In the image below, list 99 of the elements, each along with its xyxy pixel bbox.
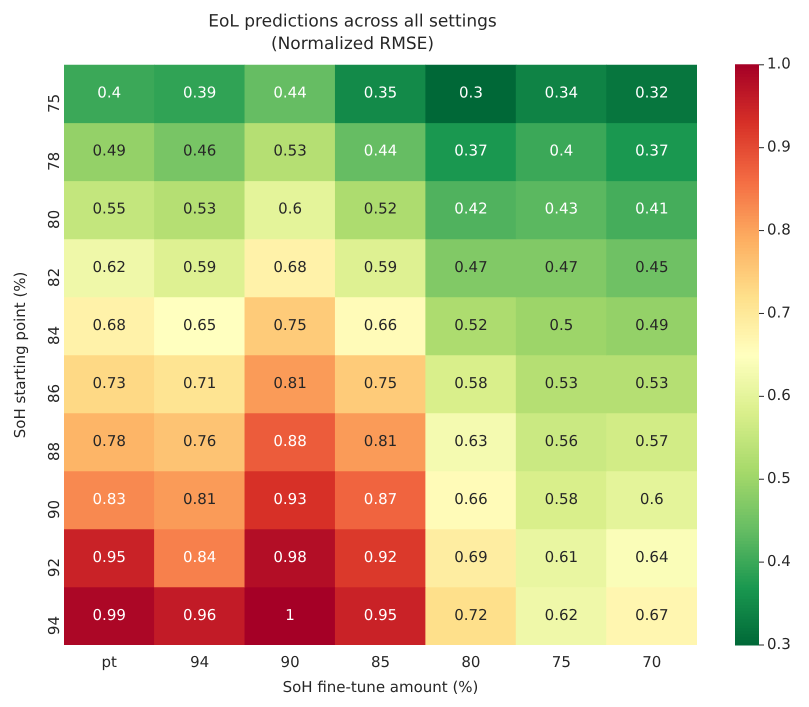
data-label: 0.6 (278, 200, 302, 218)
x-tick-label: 90 (280, 652, 300, 671)
data-label: 0.4 (97, 84, 122, 102)
data-label: 0.65 (182, 316, 216, 334)
data-label: 0.3 (459, 84, 483, 102)
data-label: 0.53 (544, 374, 578, 392)
y-tick-label: 86 (44, 384, 63, 404)
color-bar-label: 1.0 (767, 54, 791, 73)
x-tick-label: 70 (642, 652, 662, 671)
data-label: 0.92 (364, 548, 398, 566)
data-label: 0.95 (92, 548, 126, 566)
data-label: 0.78 (92, 432, 126, 450)
data-label: 0.53 (182, 200, 216, 218)
color-bar-label: 0.7 (767, 303, 791, 322)
x-tick-label: 85 (370, 652, 390, 671)
x-tick-label: 80 (461, 652, 480, 671)
data-label: 0.52 (364, 200, 398, 218)
data-label: 0.68 (92, 316, 126, 334)
color-bar-label: 0.6 (767, 386, 791, 404)
data-label: 0.42 (454, 200, 488, 218)
color-bar-label: 0.5 (767, 469, 791, 488)
data-label: 0.71 (182, 374, 216, 392)
data-label: 0.58 (544, 490, 578, 508)
data-label: 0.66 (364, 316, 398, 334)
data-label: 0.62 (544, 606, 578, 624)
data-label: 0.95 (364, 606, 398, 624)
data-label: 0.34 (544, 84, 578, 102)
data-label: 0.32 (635, 84, 668, 102)
data-label: 0.72 (454, 606, 488, 624)
chart-subtitle: (Normalized RMSE) (270, 34, 434, 54)
data-label: 0.5 (549, 316, 574, 334)
data-label: 0.47 (544, 258, 578, 276)
data-label: 0.41 (635, 200, 668, 218)
x-tick-label: pt (102, 652, 118, 671)
data-label: 0.55 (92, 200, 126, 218)
data-label: 0.53 (273, 142, 307, 160)
data-label: 0.44 (364, 142, 398, 160)
y-tick-label: 94 (44, 616, 63, 636)
y-tick-label: 84 (44, 326, 63, 345)
data-label: 0.6 (640, 490, 664, 508)
data-label: 0.59 (364, 258, 398, 276)
data-label: 0.49 (635, 316, 668, 334)
data-label: 0.59 (182, 258, 216, 276)
data-label: 0.46 (182, 142, 216, 160)
data-label: 0.39 (182, 84, 216, 102)
data-label: 0.67 (635, 606, 668, 624)
y-tick-label: 92 (44, 558, 63, 578)
data-label: 0.47 (454, 258, 488, 276)
y-tick-label: 80 (44, 210, 63, 229)
data-label: 0.76 (182, 432, 216, 450)
data-label: 1 (285, 606, 295, 624)
data-label: 0.35 (364, 84, 398, 102)
data-label: 0.75 (273, 316, 307, 334)
y-tick-label: 88 (44, 442, 63, 462)
data-label: 0.73 (92, 374, 126, 392)
y-tick-label: 78 (44, 152, 63, 171)
data-label: 0.81 (182, 490, 216, 508)
data-label: 0.88 (273, 432, 307, 450)
y-tick-label: 82 (44, 268, 63, 287)
data-label: 0.96 (182, 606, 216, 624)
data-label: 0.81 (273, 374, 307, 392)
x-tick-label: 94 (190, 652, 210, 671)
data-label: 0.57 (635, 432, 668, 450)
data-label: 0.66 (454, 490, 488, 508)
data-label: 0.43 (544, 200, 578, 218)
data-label: 0.84 (182, 548, 216, 566)
chart-title: EoL predictions across all settings (208, 12, 497, 32)
data-label: 0.98 (273, 548, 307, 566)
data-label: 0.49 (92, 142, 126, 160)
data-label: 0.56 (544, 432, 578, 450)
y-tick-label: 75 (44, 94, 63, 113)
data-label: 0.87 (364, 490, 398, 508)
data-label: 0.61 (544, 548, 578, 566)
data-label: 0.69 (454, 548, 488, 566)
x-axis-title: SoH fine-tune amount (%) (282, 678, 478, 696)
data-label: 0.99 (92, 606, 126, 624)
color-bar-label: 0.3 (767, 634, 791, 653)
data-label: 0.62 (92, 258, 126, 276)
y-tick-label: 90 (44, 500, 63, 520)
data-label: 0.68 (273, 258, 307, 276)
data-label: 0.64 (635, 548, 668, 566)
data-label: 0.45 (635, 258, 668, 276)
data-label: 0.93 (273, 490, 307, 508)
data-label: 0.37 (454, 142, 488, 160)
color-bar-label: 0.4 (767, 552, 791, 570)
color-bar-label: 0.9 (767, 138, 791, 156)
data-label: 0.37 (635, 142, 668, 160)
data-label: 0.4 (549, 142, 574, 160)
x-tick-label: 75 (552, 652, 571, 671)
data-label: 0.44 (273, 84, 307, 102)
data-label: 0.53 (635, 374, 668, 392)
data-label: 0.83 (92, 490, 126, 508)
data-label: 0.58 (454, 374, 488, 392)
color-bar-label: 0.8 (767, 220, 791, 238)
data-label: 0.63 (454, 432, 488, 450)
data-label: 0.52 (454, 316, 488, 334)
data-label: 0.81 (364, 432, 398, 450)
y-axis-title: SoH starting point (%) (10, 272, 29, 438)
data-label: 0.75 (364, 374, 398, 392)
